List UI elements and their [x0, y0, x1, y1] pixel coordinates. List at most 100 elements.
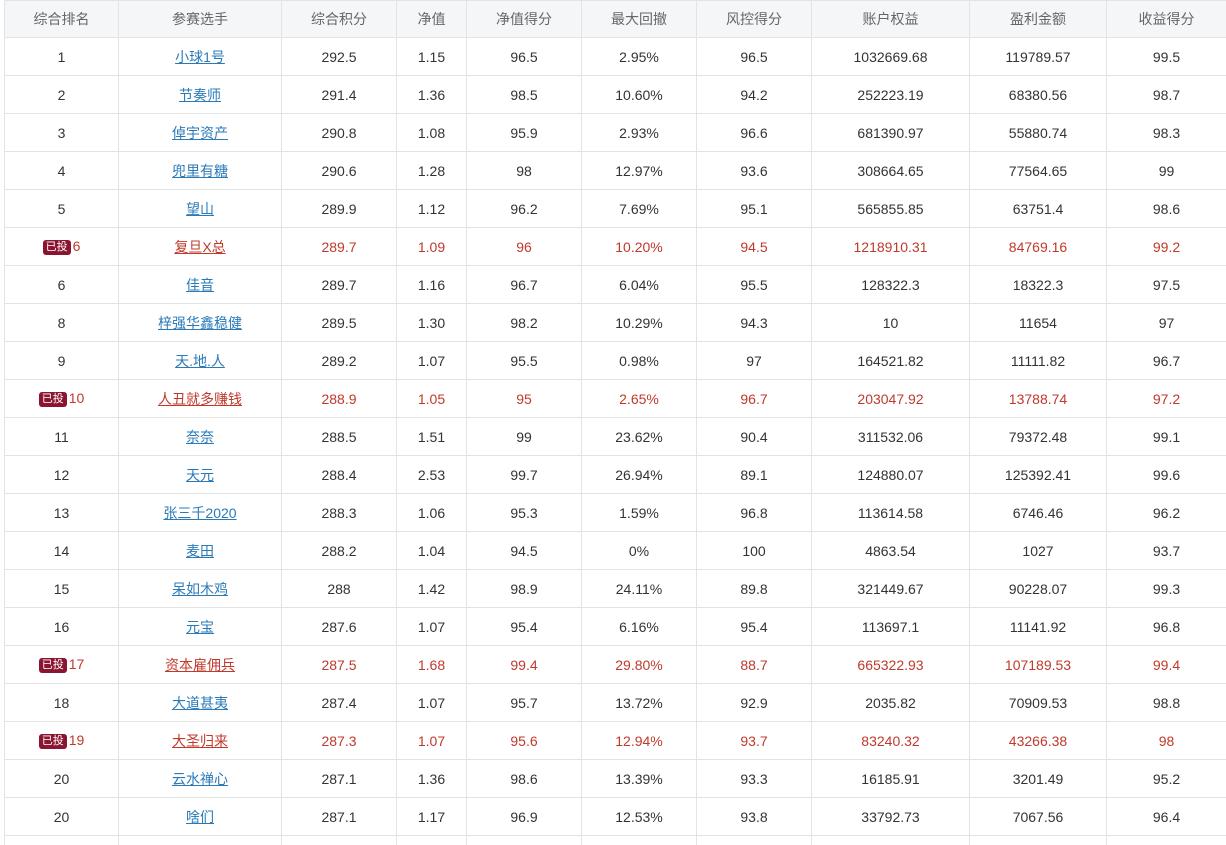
- return-score-cell: 98.6: [1106, 189, 1226, 228]
- rank-cell: 11: [4, 417, 119, 456]
- rank-cell: 已投 10: [4, 379, 119, 418]
- table-row: 已投 17 资本雇佣兵 287.5 1.68 99.4 29.80% 88.7 665322.9…: [4, 645, 1226, 684]
- equity-cell: 321449.67: [811, 569, 970, 608]
- max-drawdown-cell: 29.80%: [581, 645, 697, 684]
- table-row: 13 张三千2020 288.3 1.06 95.3 1.59% 96.8 113614.58…: [4, 493, 1226, 532]
- total-score-cell: 288.4: [281, 455, 397, 494]
- return-score-cell: 99.6: [1106, 455, 1226, 494]
- nav-score-cell: 98.9: [466, 569, 582, 608]
- table-row: 3 倬宇资产 290.8 1.08 95.9 2.93% 96.6 681390.97 5588…: [4, 113, 1226, 152]
- player-link[interactable]: 佳音: [186, 276, 214, 293]
- return-score-cell: 98.7: [1106, 75, 1226, 114]
- table-row: 已投 10 人丑就多赚钱 288.9 1.05 95 2.65% 96.7 203047.92 1…: [4, 379, 1226, 418]
- profit-cell: 119789.57: [969, 37, 1107, 76]
- header-profit: 盈利金额: [969, 0, 1107, 38]
- player-link[interactable]: 小球1号: [175, 48, 225, 65]
- player-cell: 资本雇佣兵: [118, 645, 282, 684]
- player-link[interactable]: 张三千2020: [163, 504, 237, 521]
- nav-score-cell: 98.6: [466, 759, 582, 798]
- max-drawdown-cell: 10.29%: [581, 303, 697, 342]
- rank-cell: 1: [4, 37, 119, 76]
- nav-score-cell: 96.7: [466, 265, 582, 304]
- nav-score-cell: 95.4: [466, 607, 582, 646]
- return-score-cell: 99.3: [1106, 569, 1226, 608]
- player-cell: 大道甚夷: [118, 683, 282, 722]
- player-link[interactable]: 奈奈: [186, 428, 214, 445]
- rank-value: 17: [68, 656, 85, 672]
- risk-score-cell: 93.8: [696, 797, 812, 836]
- nav-cell: 1.17: [396, 797, 467, 836]
- total-score-cell: 287.1: [281, 797, 397, 836]
- return-score-cell: 99.4: [1106, 645, 1226, 684]
- max-drawdown-cell: 10.20%: [581, 227, 697, 266]
- profit-cell: 79372.48: [969, 417, 1107, 456]
- equity-cell: 681390.97: [811, 113, 970, 152]
- return-score-cell: 96.4: [1106, 797, 1226, 836]
- table-header: 综合排名 参赛选手 综合积分 净值 净值得分 最大回撤 风控得分 账户权益 盈利金额 收益得分: [4, 0, 1226, 38]
- nav-score-cell: 99: [466, 417, 582, 456]
- risk-score-cell: [696, 835, 812, 845]
- header-player: 参赛选手: [118, 0, 282, 38]
- player-cell: 啥们: [118, 797, 282, 836]
- total-score-cell: 287.6: [281, 607, 397, 646]
- max-drawdown-cell: 12.97%: [581, 151, 697, 190]
- rank-value: 6: [72, 238, 81, 254]
- table-row: 18 大道甚夷 287.4 1.07 95.7 13.72% 92.9 2035.82 7090…: [4, 683, 1226, 722]
- player-link[interactable]: 大圣归来: [172, 732, 228, 749]
- profit-cell: 1027: [969, 531, 1107, 570]
- player-link[interactable]: 人丑就多赚钱: [158, 390, 242, 407]
- header-nav: 净值: [396, 0, 467, 38]
- rank-cell: 已投 17: [4, 645, 119, 684]
- rank-cell: 3: [4, 113, 119, 152]
- player-link[interactable]: 云水禅心: [172, 770, 228, 787]
- player-link[interactable]: 梓强华鑫稳健: [158, 314, 242, 331]
- return-score-cell: [1106, 835, 1226, 845]
- player-cell: 小球1号: [118, 37, 282, 76]
- player-link[interactable]: 节奏师: [179, 86, 221, 103]
- header-max-drawdown: 最大回撤: [581, 0, 697, 38]
- player-cell: 兜里有糖: [118, 151, 282, 190]
- nav-cell: 1.12: [396, 189, 467, 228]
- return-score-cell: 95.2: [1106, 759, 1226, 798]
- total-score-cell: [281, 835, 397, 845]
- risk-score-cell: 93.3: [696, 759, 812, 798]
- player-link[interactable]: 元宝: [186, 618, 214, 635]
- table-row: 8 梓强华鑫稳健 289.5 1.30 98.2 10.29% 94.3 10 11654 97: [4, 303, 1226, 342]
- player-link[interactable]: 啥们: [186, 808, 214, 825]
- profit-cell: 11654: [969, 303, 1107, 342]
- rank-value: 16: [53, 618, 70, 635]
- nav-cell: 1.05: [396, 379, 467, 418]
- player-link[interactable]: 倬宇资产: [172, 124, 228, 141]
- risk-score-cell: 94.3: [696, 303, 812, 342]
- player-link[interactable]: 大道甚夷: [172, 694, 228, 711]
- total-score-cell: 288.5: [281, 417, 397, 456]
- nav-score-cell: 98: [466, 151, 582, 190]
- max-drawdown-cell: 2.93%: [581, 113, 697, 152]
- table-row: 5 望山 289.9 1.12 96.2 7.69% 95.1 565855.85 63751.…: [4, 189, 1226, 228]
- player-cell: 倬宇资产: [118, 113, 282, 152]
- player-link[interactable]: 复旦X总: [174, 238, 226, 255]
- rank-cell: 16: [4, 607, 119, 646]
- total-score-cell: 287.5: [281, 645, 397, 684]
- profit-cell: 11141.92: [969, 607, 1107, 646]
- total-score-cell: 289.7: [281, 265, 397, 304]
- max-drawdown-cell: 0%: [581, 531, 697, 570]
- player-cell: 复旦X总: [118, 227, 282, 266]
- profit-cell: [969, 835, 1107, 845]
- player-link[interactable]: 资本雇佣兵: [165, 656, 235, 673]
- player-link[interactable]: 天.地.人: [175, 352, 225, 369]
- nav-cell: 1.06: [396, 493, 467, 532]
- header-total-score: 综合积分: [281, 0, 397, 38]
- player-link[interactable]: 兜里有糖: [172, 162, 228, 179]
- total-score-cell: 291.4: [281, 75, 397, 114]
- player-link[interactable]: 望山: [186, 200, 214, 217]
- rank-cell: 6: [4, 265, 119, 304]
- player-link[interactable]: 天元: [186, 466, 214, 483]
- player-link[interactable]: 呆如木鸡: [172, 580, 228, 597]
- nav-cell: 1.51: [396, 417, 467, 456]
- player-link[interactable]: 麦田: [186, 542, 214, 559]
- return-score-cell: 96.7: [1106, 341, 1226, 380]
- return-score-cell: 99: [1106, 151, 1226, 190]
- player-cell: 佳音: [118, 265, 282, 304]
- equity-cell: 252223.19: [811, 75, 970, 114]
